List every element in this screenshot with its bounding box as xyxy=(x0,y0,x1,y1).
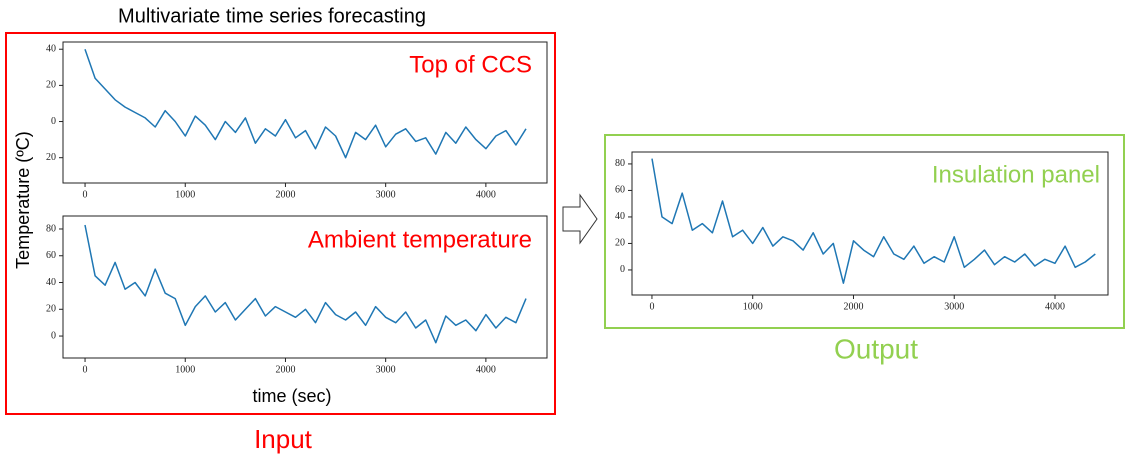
arrow xyxy=(562,193,598,245)
y-tick-label: 0 xyxy=(51,330,56,341)
x-tick-label: 1000 xyxy=(175,364,195,375)
y-tick-label: 80 xyxy=(615,158,625,169)
x-tick-label: 3000 xyxy=(376,364,396,375)
x-tick-label: 0 xyxy=(649,301,654,312)
plot-frame xyxy=(62,215,548,359)
y-tick-label: 0 xyxy=(620,264,625,275)
series-annotation: Insulation panel xyxy=(932,161,1100,188)
x-tick-label: 4000 xyxy=(1045,301,1065,312)
x-axis-label: time (sec) xyxy=(252,386,331,406)
figure-title: Multivariate time series forecasting xyxy=(118,5,426,27)
y-tick-label: 20 xyxy=(46,80,56,91)
x-tick-label: 1000 xyxy=(175,189,195,200)
x-tick-label: 4000 xyxy=(476,189,496,200)
x-tick-label: 0 xyxy=(83,364,88,375)
series-line xyxy=(651,158,1096,284)
series-annotation: Ambient temperature xyxy=(308,226,532,253)
series-line xyxy=(84,48,527,159)
output-label: Output xyxy=(834,333,918,364)
x-tick-label: 2000 xyxy=(843,301,863,312)
x-tick-label: 3000 xyxy=(944,301,964,312)
input-label: Input xyxy=(254,424,313,454)
y-tick-label: 40 xyxy=(46,277,56,288)
y-tick-label: 20 xyxy=(615,238,625,249)
x-tick-label: 2000 xyxy=(275,189,295,200)
x-tick-label: 0 xyxy=(83,189,88,200)
x-tick-label: 4000 xyxy=(476,364,496,375)
plot-frame xyxy=(62,41,548,184)
y-tick-label: 80 xyxy=(46,223,56,234)
y-tick-label: 0 xyxy=(51,116,56,127)
y-tick-label: 40 xyxy=(46,44,56,55)
x-tick-label: 3000 xyxy=(376,189,396,200)
y-tick-label: 20 xyxy=(46,304,56,315)
output-box xyxy=(604,134,1125,329)
input-box xyxy=(5,32,556,415)
series-annotation: Top of CCS xyxy=(409,51,532,78)
y-tick-label: 60 xyxy=(615,185,625,196)
y-tick-label: 20 xyxy=(46,152,56,163)
x-tick-label: 1000 xyxy=(743,301,763,312)
y-tick-label: 60 xyxy=(46,250,56,261)
x-tick-label: 2000 xyxy=(275,364,295,375)
y-axis-label: Temperature (ºC) xyxy=(13,131,33,269)
plot-frame xyxy=(631,151,1109,296)
y-tick-label: 40 xyxy=(615,211,625,222)
series-line xyxy=(84,224,527,344)
